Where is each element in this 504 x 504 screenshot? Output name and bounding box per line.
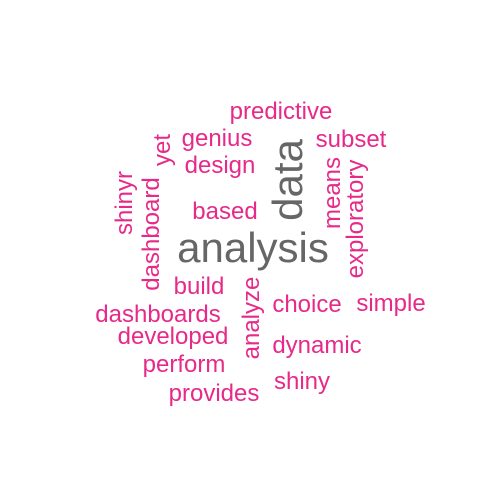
word-yet: yet <box>149 133 176 167</box>
word-design: design <box>184 152 256 179</box>
word-analysis: analysis <box>177 224 329 271</box>
word-provides: provides <box>168 380 260 407</box>
word-shiny: shiny <box>273 368 331 395</box>
word-based: based <box>192 198 258 225</box>
word-data: data <box>264 139 311 221</box>
word-perform: perform <box>142 351 226 378</box>
word-dashboards: dashboards <box>95 301 221 328</box>
word-predictive: predictive <box>229 98 333 125</box>
word-exploratory: exploratory <box>342 159 369 279</box>
word-genius: genius <box>181 125 253 152</box>
word-shinyr: shinyr <box>111 170 138 236</box>
word-subset: subset <box>315 126 387 153</box>
word-dashboard: dashboard <box>138 177 165 291</box>
word-analyze: analyze <box>238 276 265 360</box>
word-choice: choice <box>272 291 342 318</box>
word-build: build <box>173 273 225 300</box>
word-simple: simple <box>356 290 426 317</box>
word-dynamic: dynamic <box>272 332 362 359</box>
word-developed: developed <box>117 323 229 350</box>
